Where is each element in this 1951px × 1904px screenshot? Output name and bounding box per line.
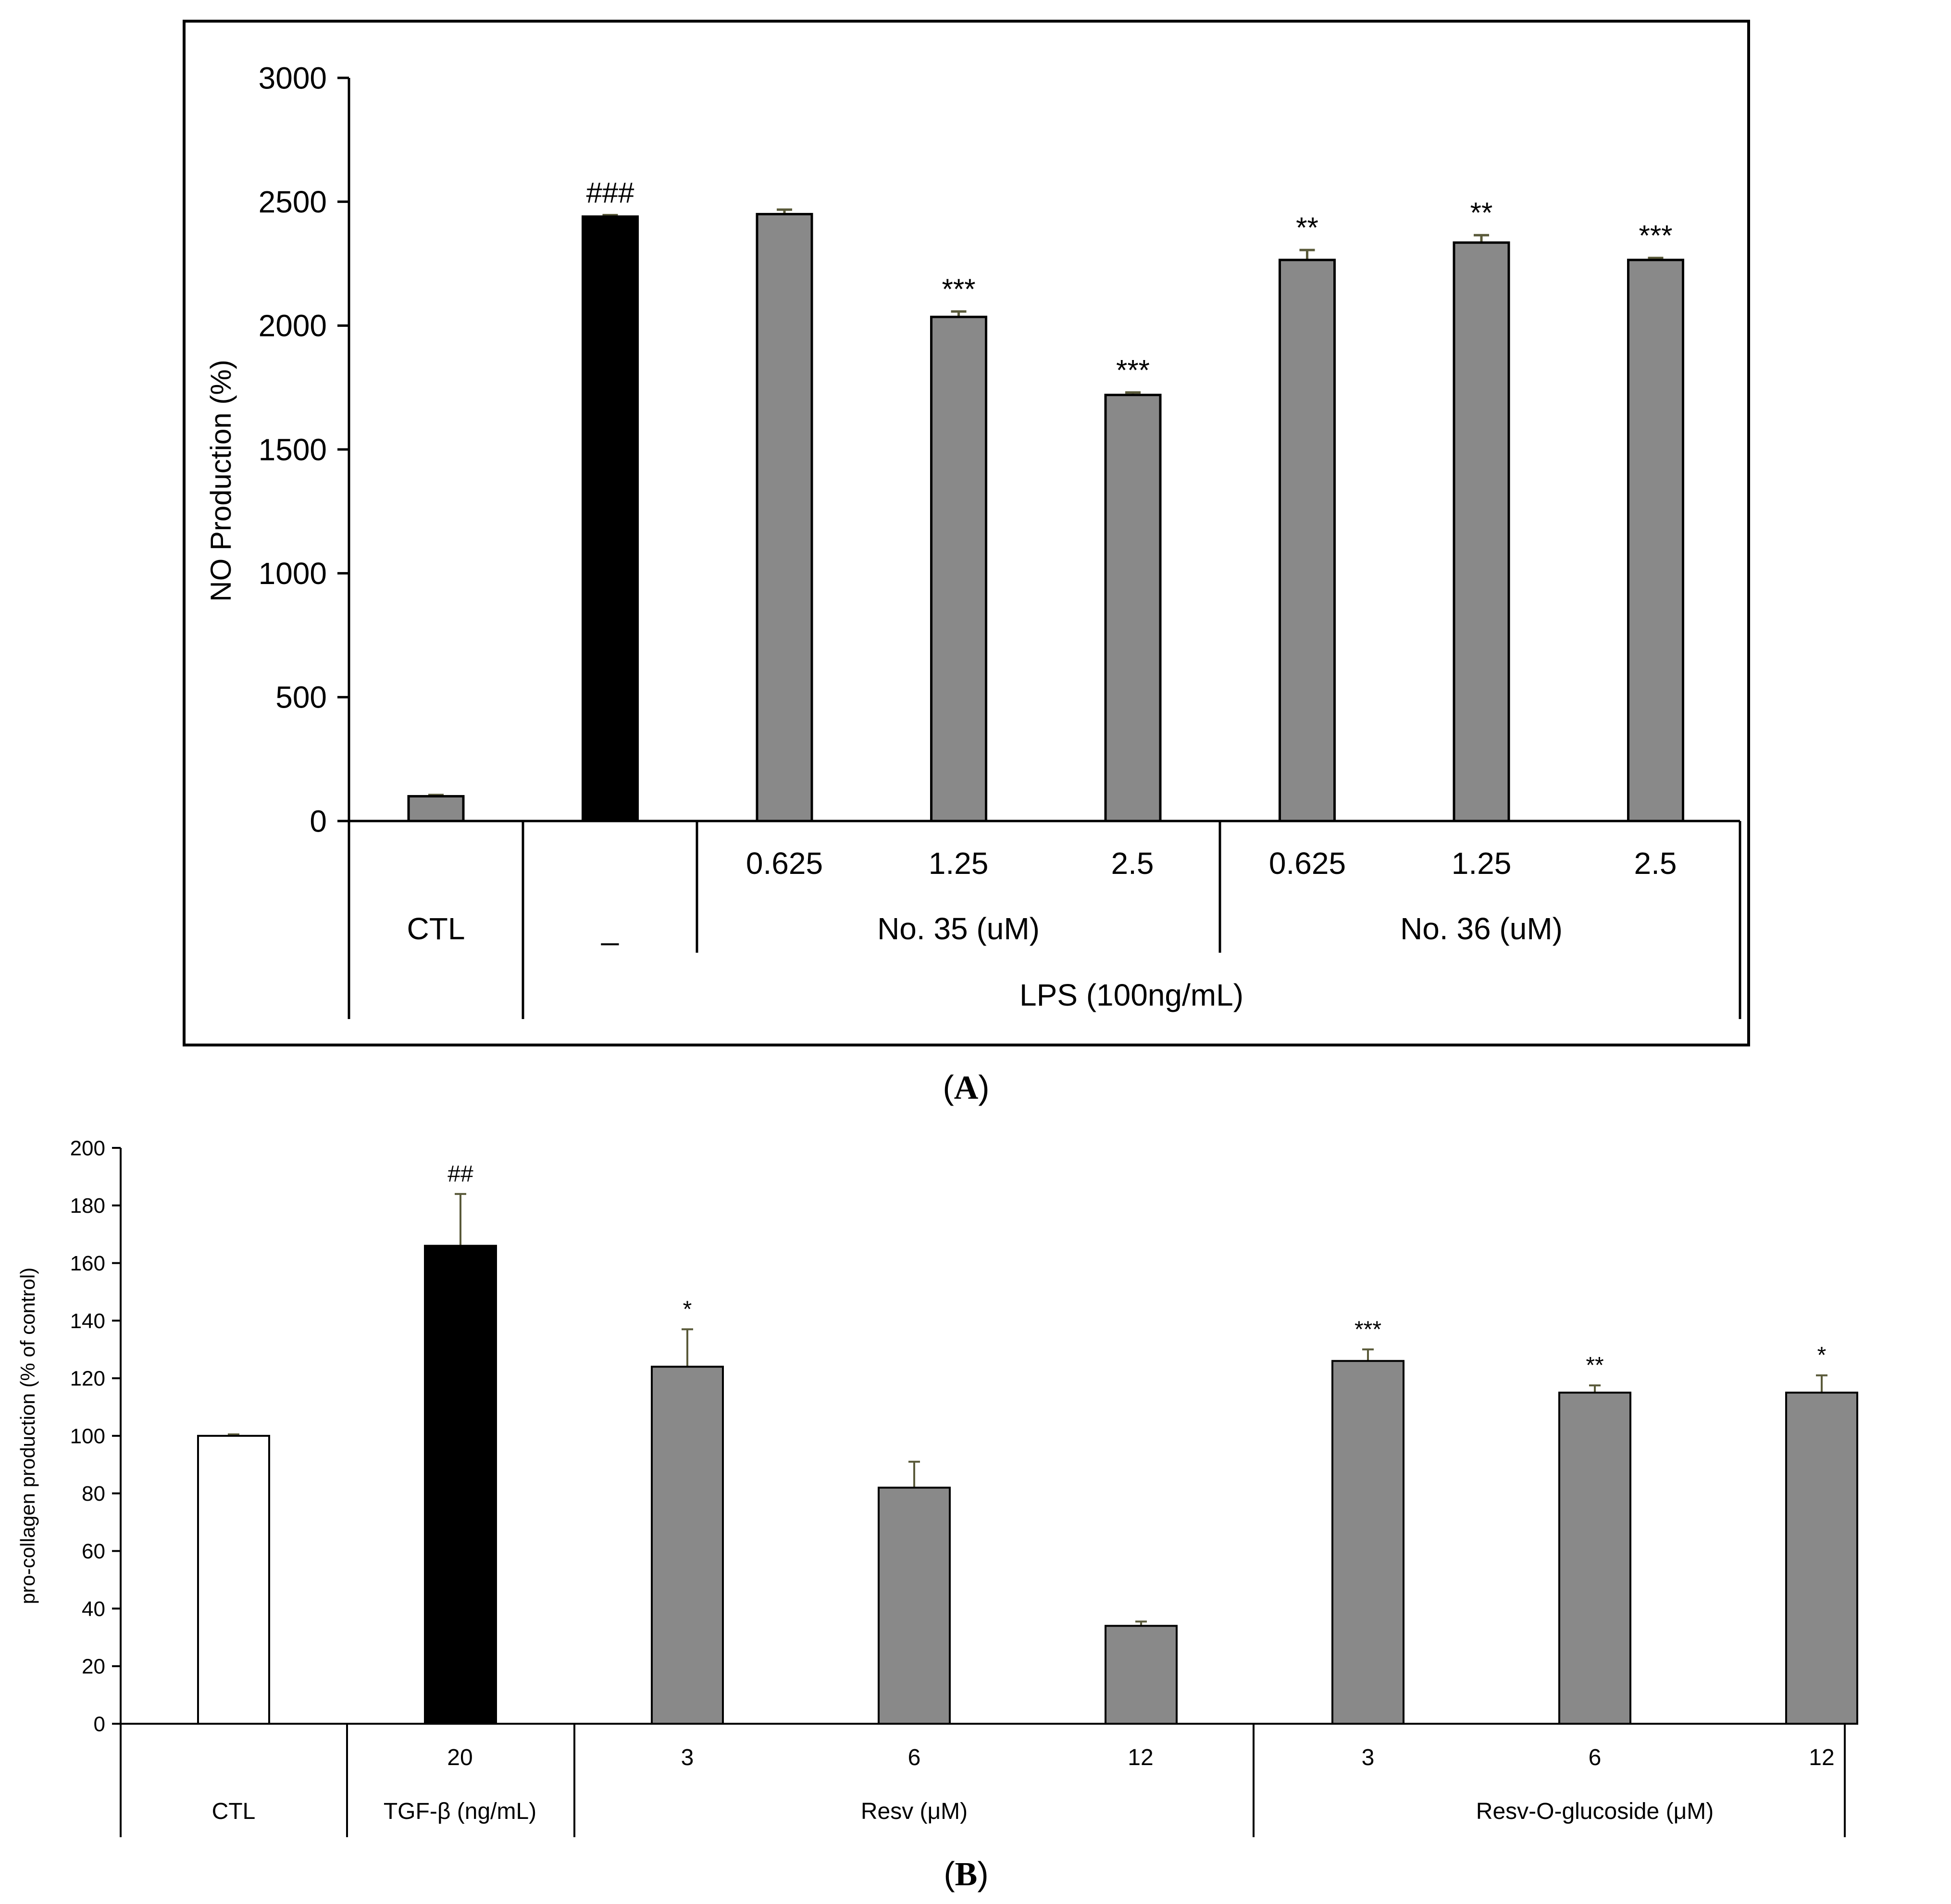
- panel-b-group-glucoside: Resv-O-glucoside (μM): [1476, 1799, 1714, 1824]
- panel-b-caption: (B): [944, 1855, 988, 1893]
- panel-b-concentration-label: 12: [1128, 1745, 1153, 1770]
- panel-b-bar: [1331, 1360, 1404, 1725]
- panel-b-bar: [1558, 1392, 1631, 1725]
- panel-b-y-ticks: 0 20 40 60 80 100 120 140 160 180 200: [70, 1136, 121, 1736]
- panel-a-group-no36: No. 36 (uM): [1400, 911, 1563, 946]
- panel-b-significance-label: ##: [447, 1161, 473, 1187]
- panel-b-concentration-label: 3: [681, 1745, 694, 1770]
- panel-a-group-ctl: CTL: [407, 911, 465, 946]
- panel-a-bar: [1104, 394, 1162, 822]
- panel-b-bars: ##****** *: [197, 1161, 1858, 1725]
- panel-a-concentration-label: 2.5: [1111, 846, 1154, 881]
- panel-b-y-tick-label: 40: [82, 1597, 105, 1621]
- panel-a-significance-label: ***: [1639, 220, 1672, 252]
- panel-b-concentration-label: 6: [908, 1745, 921, 1770]
- panel-b-category-table: 20 3 6 12 3 6 12 CTL TGF-β (ng/mL) Resv …: [120, 1724, 1846, 1837]
- panel-a-significance-label: **: [1296, 212, 1318, 244]
- panel-b-significance-label: *: [1817, 1343, 1827, 1368]
- panel-b-significance-label: *: [683, 1296, 692, 1322]
- panel-a-y-tick-label: 2500: [259, 185, 327, 219]
- panel-a-concentration-label: 0.625: [1269, 846, 1346, 881]
- panel-b-y-tick-label: 180: [70, 1194, 105, 1218]
- panel-a-y-ticks: 0 500 1000 1500 2000 2500 3000: [259, 61, 349, 838]
- panel-b-y-tick-label: 80: [82, 1482, 105, 1506]
- panel-a-bar: [407, 795, 465, 822]
- panel-a-bar: [582, 215, 639, 822]
- panel-b-group-resv: Resv (μM): [861, 1799, 968, 1824]
- panel-b: 0 20 40 60 80 100 120 140 160 180 200 pro-collagen…: [16, 1136, 1858, 1893]
- panel-a-category-table: 0.625 1.25 2.5 0.625 1.25 2.5 CTL _ No. …: [348, 821, 1741, 1019]
- panel-b-y-axis-label: pro-collagen production (% of control): [16, 1268, 39, 1604]
- panel-b-group-ctl: CTL: [212, 1799, 256, 1824]
- panel-a-bar: [1627, 259, 1684, 822]
- panel-a-bars: ###******** *****: [407, 176, 1684, 822]
- panel-a-y-tick-label: 2000: [259, 309, 327, 343]
- panel-a-significance-label: **: [1470, 197, 1493, 229]
- panel-a-group-no35: No. 35 (uM): [877, 911, 1040, 946]
- panel-b-significance-label: ***: [1355, 1317, 1381, 1342]
- panel-a-significance-label: ***: [1116, 354, 1150, 386]
- panel-b-bar: [1785, 1392, 1858, 1725]
- panel-b-significance-label: **: [1586, 1353, 1603, 1378]
- panel-b-bar: [424, 1244, 497, 1725]
- panel-b-y-tick-label: 120: [70, 1367, 105, 1391]
- panel-b-concentration-label: 3: [1362, 1745, 1375, 1770]
- panel-a-bar: [1453, 241, 1510, 822]
- panel-a-bar: [1279, 259, 1336, 822]
- panel-a-y-tick-label: 0: [310, 804, 327, 838]
- panel-a-significance-label: ***: [942, 273, 975, 305]
- panel-b-bar: [197, 1435, 270, 1725]
- panel-a-concentration-label: 2.5: [1634, 846, 1677, 881]
- panel-b-group-tgf: TGF-β (ng/mL): [384, 1799, 536, 1824]
- panel-a-frame: [183, 20, 1750, 1046]
- panel-b-concentration-label: 12: [1809, 1745, 1834, 1770]
- panel-b-bar: [651, 1366, 724, 1725]
- panel-b-y-tick-label: 200: [70, 1136, 105, 1160]
- panel-a-bar: [756, 212, 813, 822]
- panel-a-y-tick-label: 500: [275, 680, 327, 715]
- panel-b-y-tick-label: 100: [70, 1424, 105, 1448]
- panel-b-y-tick-label: 60: [82, 1540, 105, 1563]
- panel-a: 0 500 1000 1500 2000 2500 3000 NO Production (…: [183, 20, 1750, 1107]
- panel-b-concentration-label: 20: [447, 1745, 472, 1770]
- panel-a-concentration-label: 1.25: [929, 846, 989, 881]
- panel-a-y-axis-label: NO Production (%): [205, 360, 237, 602]
- panel-b-bar: [878, 1486, 951, 1725]
- panel-a-significance-label: ###: [586, 176, 634, 209]
- panel-b-concentration-label: 6: [1589, 1745, 1602, 1770]
- panel-b-y-tick-label: 160: [70, 1252, 105, 1275]
- panel-b-y-tick-label: 0: [94, 1712, 105, 1736]
- panel-b-bar: [1105, 1625, 1178, 1725]
- panel-a-caption: (A): [943, 1069, 989, 1107]
- panel-a-group-none: _: [601, 911, 619, 946]
- panel-a-y-tick-label: 3000: [259, 61, 327, 95]
- panel-a-y-tick-label: 1000: [259, 556, 327, 591]
- panel-a-concentration-label: 0.625: [746, 846, 823, 881]
- panel-b-y-tick-label: 140: [70, 1309, 105, 1333]
- panel-a-bar: [930, 315, 987, 822]
- panel-b-y-tick-label: 20: [82, 1655, 105, 1679]
- panel-a-group-lps: LPS (100ng/mL): [1019, 978, 1243, 1012]
- panel-a-concentration-label: 1.25: [1452, 846, 1512, 881]
- panel-a-y-tick-label: 1500: [259, 432, 327, 467]
